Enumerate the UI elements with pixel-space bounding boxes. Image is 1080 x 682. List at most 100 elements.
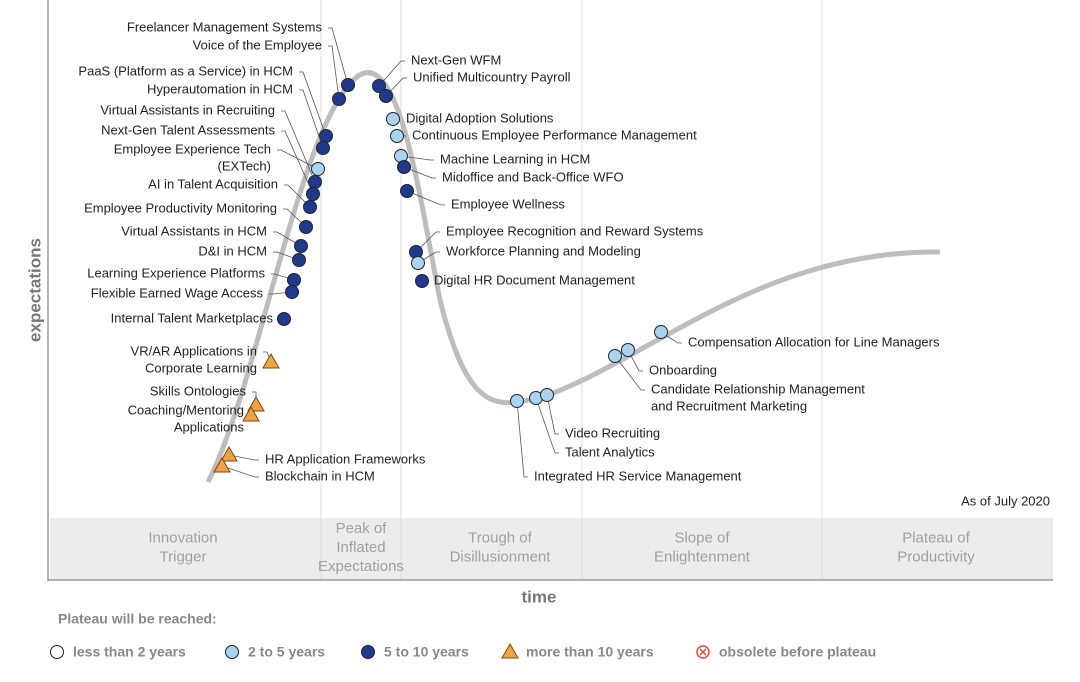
node-label: Hyperautomation in HCM (147, 81, 293, 96)
phase-label: Innovation (148, 529, 217, 546)
marker (50, 645, 64, 659)
leader-line (273, 231, 302, 247)
leader-line (614, 355, 645, 391)
marker (654, 325, 668, 339)
phase-label: Plateau of (902, 529, 970, 546)
node-label: Workforce Planning and Modeling (446, 243, 641, 258)
node-label: Voice of the Employee (193, 37, 322, 52)
legend-label: 5 to 10 years (384, 644, 469, 660)
marker (292, 253, 306, 267)
node-label: Machine Learning in HCM (440, 151, 590, 166)
phase-band (50, 518, 1053, 580)
node-label: Skills Ontologies (150, 383, 247, 398)
marker (247, 395, 265, 412)
node-label: Midoffice and Back-Office WFO (442, 169, 624, 184)
leader-line (385, 77, 407, 97)
node-label: Digital Adoption Solutions (406, 110, 554, 125)
marker (303, 200, 317, 214)
y-axis-label: expectations (25, 238, 44, 342)
node-label: Next-Gen WFM (411, 52, 501, 67)
marker (262, 352, 280, 369)
marker (699, 648, 707, 656)
marker (225, 645, 239, 659)
node-label: Employee Experience Tech (114, 141, 271, 156)
node-label: Employee Wellness (451, 196, 565, 211)
leader-line (516, 400, 528, 478)
marker (415, 274, 429, 288)
legend-label: more than 10 years (526, 644, 654, 660)
node-label: Candidate Relationship Management (651, 381, 865, 396)
leader-line (228, 454, 259, 461)
marker (510, 394, 524, 408)
leader-line (403, 166, 436, 179)
node-label: Corporate Learning (145, 360, 257, 375)
node-label: Virtual Assistants in Recruiting (100, 102, 275, 117)
node-label: Freelancer Management Systems (127, 19, 323, 34)
leader-line (627, 349, 643, 372)
leader-line (299, 89, 324, 149)
node-label: Unified Multicountry Payroll (413, 69, 571, 84)
leader-line (415, 231, 440, 253)
leader-line (283, 208, 307, 228)
layer: Innovation Trigger Peak of Inflated Expectat… (50, 19, 975, 660)
phase-label: Disillusionment (450, 548, 552, 565)
marker (287, 273, 301, 287)
phase-dividers (320, 0, 823, 580)
marker (277, 312, 291, 326)
legend-label: less than 2 years (73, 644, 186, 660)
leader-line (546, 394, 559, 435)
node-label: Compensation Allocation for Line Manager… (688, 334, 940, 349)
marker (220, 445, 238, 462)
leader-line (281, 130, 314, 195)
node-label: Next-Gen Talent Assessments (101, 122, 275, 137)
marker (299, 220, 313, 234)
leader-line (328, 45, 340, 100)
node-label: Coaching/Mentoring (128, 402, 244, 417)
node-label: Continuous Employee Performance Manageme… (412, 127, 697, 142)
marker (540, 388, 554, 402)
phase-label: Inflated (336, 539, 385, 556)
marker (501, 642, 519, 659)
node-label: D&I in HCM (198, 243, 267, 258)
leader-line (277, 149, 319, 170)
node-label: Talent Analytics (565, 444, 655, 459)
node-label: Virtual Assistants in HCM (121, 223, 267, 238)
marker (372, 79, 386, 93)
phase-label: Slope of (674, 529, 730, 546)
leader-line (378, 60, 405, 87)
node-label: AI in Talent Acquisition (148, 176, 278, 191)
marker (390, 129, 404, 143)
leader-line (284, 184, 311, 208)
marker (400, 184, 414, 198)
phase-label: Productivity (897, 548, 975, 565)
node-label: Integrated HR Service Management (534, 468, 742, 483)
leader-line (221, 465, 259, 478)
node-label: VR/AR Applications in (131, 343, 257, 358)
marker (608, 349, 622, 363)
node-label: Applications (174, 419, 245, 434)
node-label: and Recruitment Marketing (651, 398, 807, 413)
leader-line (328, 27, 349, 86)
note: As of July 2020 (961, 493, 1050, 508)
phase-label: Trigger (160, 548, 207, 565)
marker (696, 645, 710, 659)
node-label: Employee Productivity Monitoring (84, 200, 277, 215)
leader-line (281, 110, 316, 183)
node-label: Video Recruiting (565, 425, 660, 440)
x-axis-label: time (522, 587, 557, 606)
legend-title: Plateau will be reached: (58, 611, 217, 627)
marker (379, 89, 393, 103)
node-label: Digital HR Document Management (434, 272, 635, 287)
node-label: (EXTech) (218, 158, 271, 173)
node-label: Blockchain in HCM (265, 468, 375, 483)
marker (294, 239, 308, 253)
marker (311, 162, 325, 176)
hype-curve (205, 70, 941, 484)
leader-line (400, 155, 434, 161)
node-label: Onboarding (649, 362, 717, 377)
marker (332, 92, 346, 106)
marker (308, 175, 322, 189)
marker (242, 405, 260, 422)
node-label: Employee Recognition and Reward Systems (446, 223, 704, 238)
marker (386, 112, 400, 126)
